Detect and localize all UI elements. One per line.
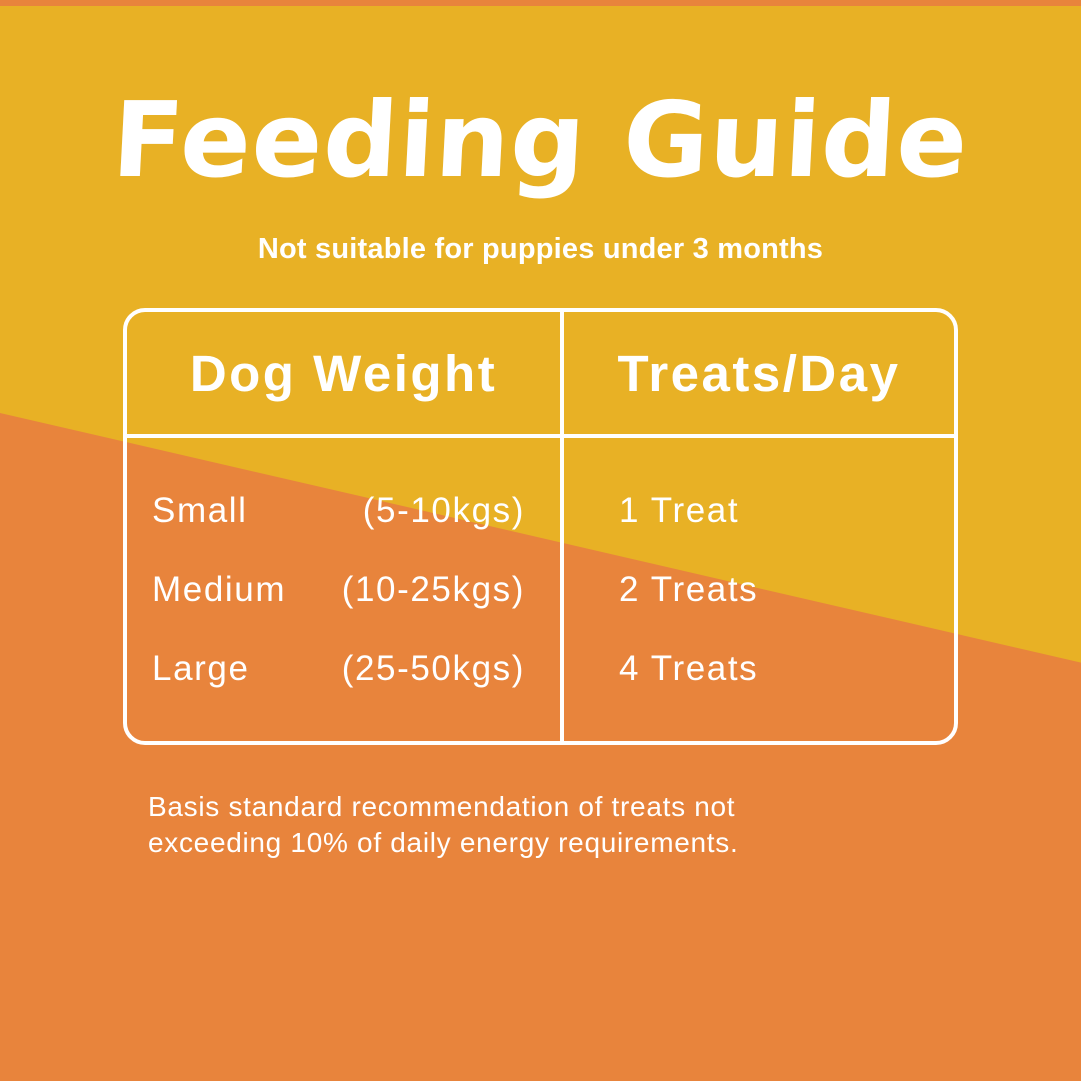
table-vertical-divider bbox=[560, 312, 564, 741]
cell-dog-weight: Small (5-10kgs) bbox=[127, 466, 560, 555]
footnote-line-2: exceeding 10% of daily energy requiremen… bbox=[148, 827, 739, 858]
cell-dog-weight: Large (25-50kgs) bbox=[127, 624, 560, 713]
dog-weight-range: (25-50kgs) bbox=[341, 648, 525, 688]
feeding-table: Dog Weight Treats/Day Small (5-10kgs) 1 … bbox=[123, 308, 958, 745]
column-header-treats-per-day: Treats/Day bbox=[617, 344, 901, 402]
dog-size-label: Small bbox=[152, 490, 248, 530]
dog-weight-range: (10-25kgs) bbox=[341, 569, 525, 609]
top-accent-strip bbox=[0, 0, 1081, 6]
cell-treats-per-day: 2 Treats bbox=[619, 569, 759, 609]
cell-treats-per-day: 1 Treat bbox=[619, 490, 740, 530]
cell-dog-weight: Medium (10-25kgs) bbox=[127, 545, 560, 634]
page-title: Feeding Guide bbox=[109, 79, 972, 201]
table-row: Small (5-10kgs) 1 Treat bbox=[127, 466, 954, 555]
table-header-divider bbox=[127, 434, 954, 438]
page-subtitle: Not suitable for puppies under 3 months bbox=[257, 233, 824, 265]
dog-weight-range: (5-10kgs) bbox=[362, 490, 525, 530]
footnote: Basis standard recommendation of treats … bbox=[148, 789, 948, 861]
footnote-line-1: Basis standard recommendation of treats … bbox=[148, 791, 736, 822]
cell-treats-per-day: 4 Treats bbox=[619, 648, 759, 688]
table-row: Medium (10-25kgs) 2 Treats bbox=[127, 545, 954, 634]
dog-size-label: Medium bbox=[152, 569, 287, 609]
table-row: Large (25-50kgs) 4 Treats bbox=[127, 624, 954, 713]
column-header-dog-weight: Dog Weight bbox=[189, 344, 498, 402]
dog-size-label: Large bbox=[152, 648, 250, 688]
table-body: Small (5-10kgs) 1 Treat Medium (10-25kgs… bbox=[127, 438, 954, 741]
